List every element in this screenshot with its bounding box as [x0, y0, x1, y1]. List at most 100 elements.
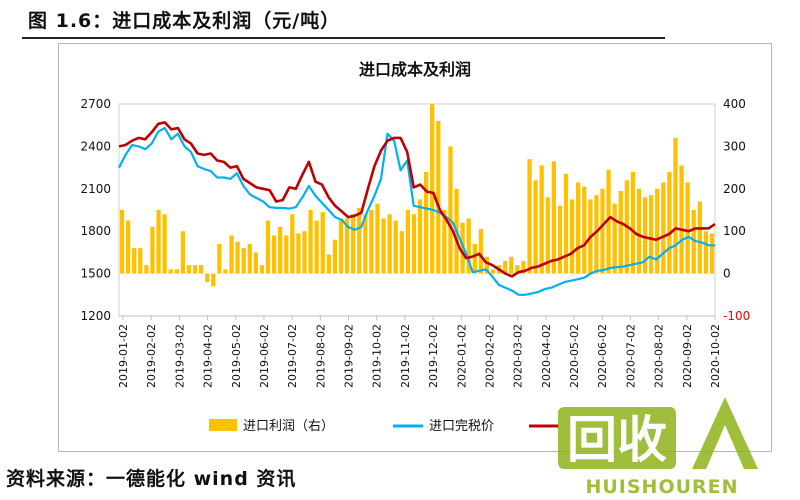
watermark-sub-text: HUISHOUREN — [585, 476, 738, 498]
profit-bar — [253, 252, 258, 274]
profit-bar — [557, 205, 563, 274]
x-axis-tick-label: 2019-05-02 — [230, 324, 243, 388]
profit-bar — [278, 226, 283, 274]
profit-bar — [576, 182, 581, 274]
profit-bar — [320, 212, 325, 274]
legend-label-cost: 进口完税价 — [429, 419, 494, 434]
right-axis-tick-label: -100 — [723, 309, 750, 323]
profit-bar — [405, 210, 411, 274]
profit-bar — [442, 210, 447, 274]
profit-bar — [545, 197, 550, 274]
watermark-mark-icon — [692, 397, 758, 469]
profit-bar — [326, 254, 331, 274]
profit-bar — [168, 269, 173, 274]
profit-bar — [472, 243, 477, 274]
profit-bar — [411, 214, 417, 274]
profit-bar — [381, 218, 386, 274]
profit-bar — [357, 207, 362, 274]
profit-bar — [606, 169, 611, 274]
profit-bar — [423, 171, 429, 274]
right-axis-tick-label: 0 — [723, 267, 731, 281]
left-axis-tick-label: 2100 — [80, 182, 111, 196]
legend-label-profit: 进口利润（右） — [243, 419, 334, 434]
x-axis-tick-label: 2020-10-02 — [709, 324, 722, 388]
right-axis-tick-label: 200 — [723, 182, 746, 196]
profit-bar — [296, 233, 301, 274]
profit-bar — [594, 195, 599, 274]
profit-bar — [563, 173, 569, 274]
profit-bar — [351, 214, 356, 274]
left-axis-tick-label: 1200 — [80, 309, 111, 323]
profit-bar — [691, 210, 696, 274]
x-axis-tick-label: 2019-08-02 — [314, 324, 327, 388]
left-axis-tick-label: 2400 — [80, 139, 111, 153]
profit-bar — [600, 188, 605, 274]
profit-bar — [399, 231, 404, 274]
profit-bar — [308, 210, 313, 274]
x-axis-tick-label: 2020-02-02 — [483, 324, 496, 388]
profit-bar — [192, 265, 198, 274]
right-axis-tick-label: 300 — [723, 139, 746, 153]
x-axis-tick-label: 2019-11-02 — [399, 324, 412, 388]
profit-bar — [223, 269, 228, 274]
profit-bar — [509, 256, 514, 274]
profit-bar — [265, 220, 271, 274]
profit-bar — [217, 243, 222, 274]
profit-bar — [709, 233, 715, 274]
profit-bar — [271, 235, 277, 274]
profit-bar — [679, 165, 684, 274]
left-axis-tick-label: 1500 — [80, 267, 111, 281]
x-axis-tick-label: 2019-07-02 — [286, 324, 299, 388]
profit-bar — [649, 195, 654, 274]
profit-bar — [655, 188, 660, 274]
profit-bar — [229, 235, 234, 274]
profit-bar — [132, 248, 137, 274]
profit-bar — [290, 214, 295, 274]
x-axis-tick-label: 2020-04-02 — [540, 324, 553, 388]
profit-bar — [150, 226, 155, 274]
profit-bar — [417, 199, 423, 274]
import-cost-profit-chart: 进口成本及利润 2700 2400 2100 1800 1500 1200 400 300 20… — [80, 60, 750, 434]
profit-bar — [314, 220, 319, 274]
x-axis-tick-label: 2019-10-02 — [371, 324, 384, 388]
profit-bar — [430, 104, 435, 274]
profit-bar — [119, 210, 125, 274]
legend-swatch-profit — [209, 419, 237, 431]
x-axis-tick-label: 2019-09-02 — [343, 324, 356, 388]
x-axis-tick-label: 2019-06-02 — [258, 324, 271, 388]
profit-bar — [490, 269, 496, 274]
profit-bar — [551, 161, 556, 274]
x-axis-tick-label: 2019-12-02 — [427, 324, 440, 388]
profit-bar — [661, 182, 666, 274]
x-axis-tick-label: 2020-07-02 — [624, 324, 637, 388]
profit-bar — [521, 260, 526, 274]
profit-bar — [174, 269, 179, 274]
profit-bar — [235, 241, 240, 274]
profit-bar — [466, 218, 471, 274]
profit-bar — [484, 256, 490, 274]
profit-bar — [393, 220, 398, 274]
profit-bar — [180, 231, 185, 274]
profit-bar — [138, 248, 143, 274]
profit-bar — [636, 188, 642, 274]
profit-bar — [338, 218, 344, 274]
x-axis-tick-label: 2020-05-02 — [568, 324, 581, 388]
profit-bar — [527, 159, 532, 274]
x-axis-tick-label: 2020-03-02 — [512, 324, 525, 388]
profit-bar — [685, 182, 690, 274]
profit-bar — [387, 214, 392, 274]
import-price-line — [118, 121, 716, 278]
profit-bar — [284, 235, 289, 274]
profit-bar — [363, 214, 368, 274]
profit-bar — [436, 120, 441, 274]
profit-bar — [582, 186, 587, 274]
figure-caption: 图 1.6：进口成本及利润（元/吨） — [28, 10, 341, 32]
profit-bar — [156, 210, 161, 274]
import-tax-price-line — [118, 126, 715, 296]
profit-bar — [697, 201, 702, 274]
profit-bar — [667, 171, 672, 274]
profit-bar — [703, 231, 709, 274]
profit-bar — [162, 214, 167, 274]
x-axis-tick-label: 2019-01-02 — [117, 324, 130, 388]
caption-divider — [22, 37, 665, 39]
